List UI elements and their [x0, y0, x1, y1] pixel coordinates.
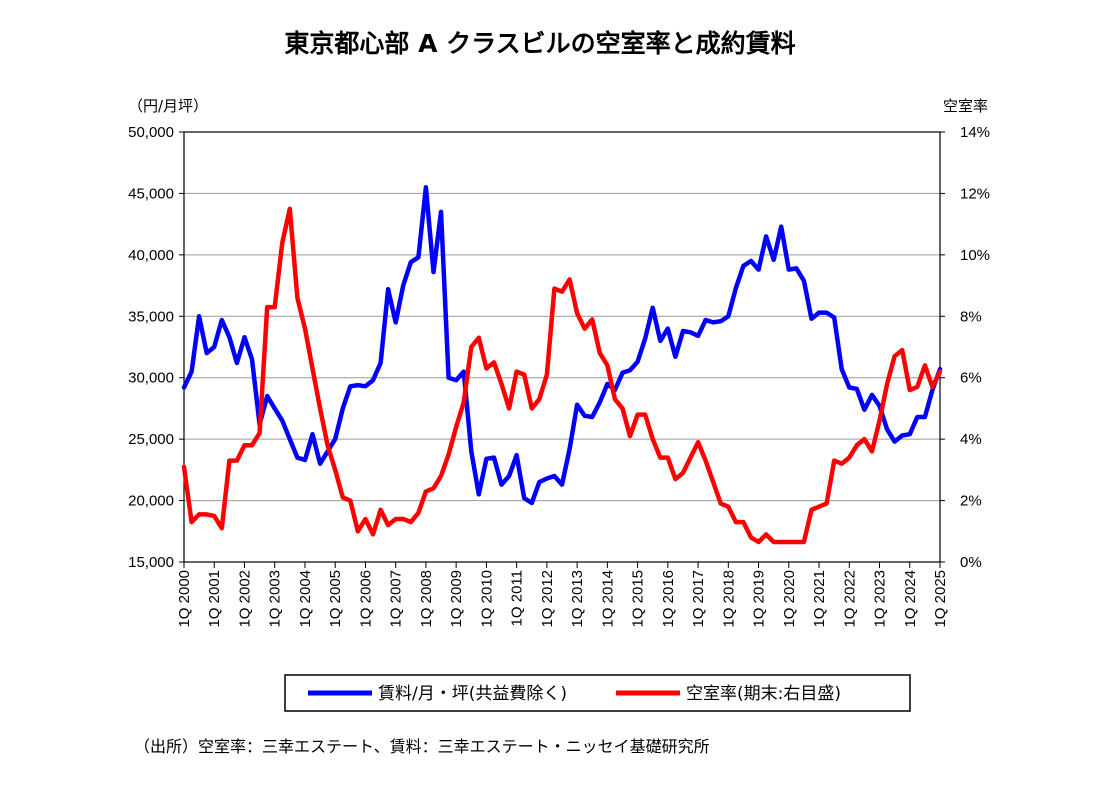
- legend-label-rent: 賃料/月・坪(共益費除く): [378, 684, 567, 704]
- x-axis-tick-label: 1Q 2019: [751, 570, 768, 628]
- left-axis-tick-label: 25,000: [128, 431, 174, 448]
- x-axis-tick-label: 1Q 2012: [539, 570, 556, 628]
- x-axis-tick-label: 1Q 2009: [448, 570, 465, 628]
- x-axis-tick-label: 1Q 2025: [932, 570, 949, 628]
- left-axis-tick-label: 45,000: [128, 185, 174, 202]
- right-axis-unit-label: 空室率: [943, 97, 988, 115]
- legend-label-vacancy: 空室率(期末:右目盛): [686, 684, 841, 704]
- vacancy-series-line: [181, 206, 943, 545]
- legend-box: [284, 674, 911, 712]
- x-axis-tick-label: 1Q 2013: [569, 570, 586, 628]
- plot-series: [181, 185, 943, 545]
- plot-area-frame: [183, 131, 941, 563]
- chart-title: 東京都心部 A クラスビルの空室率と成約賃料: [284, 29, 795, 58]
- x-axis-tick-label: 1Q 2002: [236, 570, 253, 628]
- x-axis-tick-label: 1Q 2022: [841, 570, 858, 628]
- x-axis-tick-label: 1Q 2007: [388, 570, 405, 628]
- x-axis-tick-label: 1Q 2003: [267, 570, 284, 628]
- left-axis-tick-label: 40,000: [128, 247, 174, 264]
- right-axis-tick-label: 0%: [960, 554, 982, 571]
- right-axis-tick-label: 12%: [960, 185, 990, 202]
- source-note: （出所）空室率：三幸エステート、賃料：三幸エステート・ニッセイ基礎研究所: [134, 737, 710, 756]
- left-axis-tick-label: 50,000: [128, 124, 174, 141]
- x-axis-tick-label: 1Q 2014: [599, 570, 616, 628]
- left-axis-tick-label: 35,000: [128, 308, 174, 325]
- x-axis-tick-label: 1Q 2000: [176, 570, 193, 628]
- right-axis-tick-label: 10%: [960, 247, 990, 264]
- legend: 賃料/月・坪(共益費除く) 空室率(期末:右目盛): [284, 674, 911, 712]
- x-axis-tick-label: 1Q 2001: [206, 570, 223, 628]
- x-axis-tick-label: 1Q 2006: [357, 570, 374, 628]
- x-axis-tick-label: 1Q 2015: [630, 570, 647, 628]
- x-axis-tick-label: 1Q 2024: [902, 570, 919, 628]
- left-axis-unit-label: （円/月坪）: [128, 97, 208, 115]
- x-axis-tick-label: 1Q 2008: [418, 570, 435, 628]
- x-axis-tick-label: 1Q 2023: [872, 570, 889, 628]
- x-axis-tick-label: 1Q 2011: [509, 570, 526, 626]
- x-axis-tick-label: 1Q 2010: [478, 570, 495, 628]
- left-axis-tick-label: 20,000: [128, 493, 174, 510]
- left-axis-tick-label: 15,000: [128, 554, 174, 571]
- x-axis-tick-label: 1Q 2016: [660, 570, 677, 628]
- left-axis-tick-label: 30,000: [128, 370, 174, 387]
- x-axis-tick-label: 1Q 2004: [297, 570, 314, 628]
- x-axis-tick-label: 1Q 2018: [720, 570, 737, 628]
- x-axis-tick-label: 1Q 2021: [811, 570, 828, 628]
- x-axis-tick-label: 1Q 2017: [690, 570, 707, 628]
- rent-series-line: [181, 185, 943, 506]
- x-axis-tick-label: 1Q 2020: [781, 570, 798, 628]
- right-axis-tick-label: 2%: [960, 493, 982, 510]
- right-axis-tick-label: 4%: [960, 431, 982, 448]
- axes: 50,000 45,000 40,000 35,000 30,000 25,000 20,0…: [128, 124, 990, 628]
- right-axis-tick-label: 14%: [960, 124, 990, 141]
- right-axis-tick-label: 8%: [960, 308, 982, 325]
- right-axis-tick-label: 6%: [960, 370, 982, 387]
- x-axis-tick-label: 1Q 2005: [327, 570, 344, 628]
